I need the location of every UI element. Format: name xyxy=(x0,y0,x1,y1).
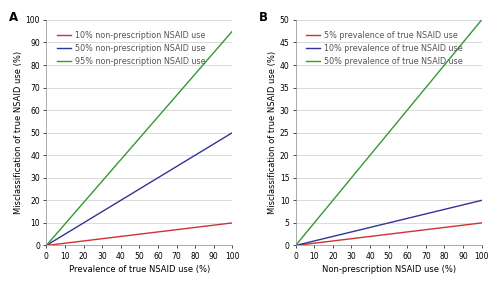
5% prevalence of true NSAID use xyxy=(381,233,387,237)
Y-axis label: Misclassification of true NSAID use (%): Misclassification of true NSAID use (%) xyxy=(14,51,23,214)
95% non-prescription NSAID use xyxy=(230,29,235,33)
10% non-prescription NSAID use xyxy=(230,221,235,225)
95% non-prescription NSAID use xyxy=(44,244,50,247)
50% prevalence of true NSAID use xyxy=(445,59,451,62)
10% non-prescription NSAID use xyxy=(154,230,160,234)
50% non-prescription NSAID use xyxy=(133,190,139,193)
5% prevalence of true NSAID use xyxy=(445,225,451,229)
Line: 10% prevalence of true NSAID use: 10% prevalence of true NSAID use xyxy=(296,200,482,245)
Legend: 5% prevalence of true NSAID use, 10% prevalence of true NSAID use, 50% prevalenc: 5% prevalence of true NSAID use, 10% pre… xyxy=(304,28,466,68)
50% prevalence of true NSAID use xyxy=(404,109,409,113)
10% prevalence of true NSAID use xyxy=(381,222,387,226)
10% prevalence of true NSAID use xyxy=(394,219,400,223)
50% non-prescription NSAID use xyxy=(44,244,50,247)
50% prevalence of true NSAID use xyxy=(394,122,400,125)
95% non-prescription NSAID use xyxy=(144,128,150,131)
5% prevalence of true NSAID use xyxy=(478,221,484,225)
50% non-prescription NSAID use xyxy=(230,131,235,135)
Line: 50% prevalence of true NSAID use: 50% prevalence of true NSAID use xyxy=(296,20,482,245)
X-axis label: Non-prescription NSAID use (%): Non-prescription NSAID use (%) xyxy=(322,265,456,274)
50% prevalence of true NSAID use xyxy=(292,244,298,247)
10% prevalence of true NSAID use xyxy=(474,200,480,203)
50% prevalence of true NSAID use xyxy=(474,24,480,27)
10% prevalence of true NSAID use xyxy=(478,199,484,202)
10% non-prescription NSAID use xyxy=(44,244,50,247)
X-axis label: Prevalence of true NSAID use (%): Prevalence of true NSAID use (%) xyxy=(68,265,210,274)
50% non-prescription NSAID use xyxy=(154,177,160,180)
Y-axis label: Misclassification of true NSAID use (%): Misclassification of true NSAID use (%) xyxy=(268,51,277,214)
Text: A: A xyxy=(9,11,18,24)
50% prevalence of true NSAID use xyxy=(382,135,388,139)
10% non-prescription NSAID use xyxy=(133,233,139,236)
Line: 10% non-prescription NSAID use: 10% non-prescription NSAID use xyxy=(46,223,232,245)
5% prevalence of true NSAID use xyxy=(474,222,480,225)
50% non-prescription NSAID use xyxy=(144,183,150,186)
10% non-prescription NSAID use xyxy=(196,225,202,229)
10% prevalence of true NSAID use xyxy=(404,217,409,220)
Text: B: B xyxy=(258,11,268,24)
10% prevalence of true NSAID use xyxy=(445,207,451,210)
Line: 5% prevalence of true NSAID use: 5% prevalence of true NSAID use xyxy=(296,223,482,245)
10% non-prescription NSAID use xyxy=(132,233,138,237)
10% non-prescription NSAID use xyxy=(225,222,231,225)
95% non-prescription NSAID use xyxy=(196,68,202,72)
10% prevalence of true NSAID use xyxy=(292,244,298,247)
95% non-prescription NSAID use xyxy=(225,34,231,38)
95% non-prescription NSAID use xyxy=(133,141,139,144)
50% prevalence of true NSAID use xyxy=(381,137,387,140)
Line: 95% non-prescription NSAID use: 95% non-prescription NSAID use xyxy=(46,31,232,245)
5% prevalence of true NSAID use xyxy=(394,231,400,235)
50% non-prescription NSAID use xyxy=(225,134,231,137)
50% non-prescription NSAID use xyxy=(196,151,202,155)
5% prevalence of true NSAID use xyxy=(292,244,298,247)
10% prevalence of true NSAID use xyxy=(382,222,388,225)
Legend: 10% non-prescription NSAID use, 50% non-prescription NSAID use, 95% non-prescrip: 10% non-prescription NSAID use, 50% non-… xyxy=(54,28,208,68)
95% non-prescription NSAID use xyxy=(132,142,138,145)
95% non-prescription NSAID use xyxy=(154,116,160,120)
50% non-prescription NSAID use xyxy=(132,190,138,194)
50% prevalence of true NSAID use xyxy=(478,18,484,22)
5% prevalence of true NSAID use xyxy=(404,230,409,234)
5% prevalence of true NSAID use xyxy=(382,233,388,236)
10% non-prescription NSAID use xyxy=(144,231,150,235)
Line: 50% non-prescription NSAID use: 50% non-prescription NSAID use xyxy=(46,133,232,245)
